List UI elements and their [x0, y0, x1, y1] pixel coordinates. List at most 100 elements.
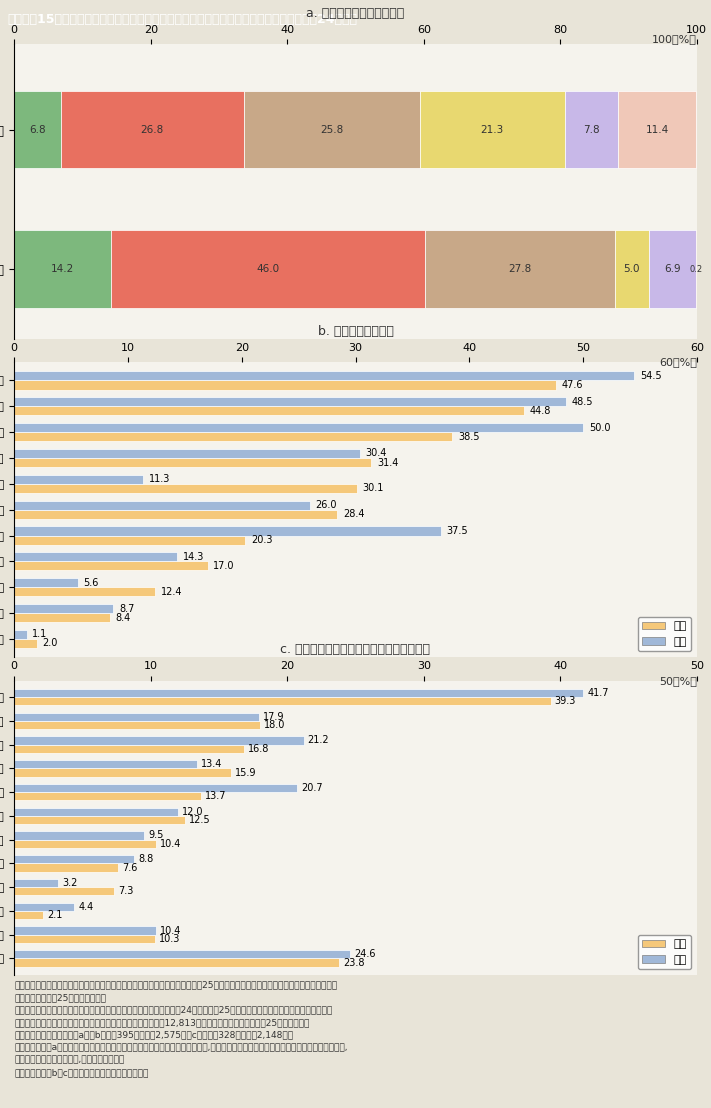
Bar [14, 562, 208, 571]
Bar [14, 639, 37, 648]
Text: 14.2: 14.2 [51, 264, 75, 274]
Text: 27.8: 27.8 [508, 264, 532, 274]
Text: 10.3: 10.3 [159, 934, 181, 944]
Text: 100（%）: 100（%） [652, 34, 697, 44]
Bar [14, 888, 114, 895]
Bar [425, 230, 615, 308]
Text: 60（%）: 60（%） [659, 357, 697, 367]
Text: 26.0: 26.0 [316, 500, 337, 510]
Text: 47.6: 47.6 [562, 380, 583, 390]
Text: 7.8: 7.8 [583, 124, 600, 134]
Legend: 女性, 男性: 女性, 男性 [638, 617, 691, 652]
Bar [14, 613, 109, 622]
Text: 16.8: 16.8 [247, 743, 269, 753]
Text: 18.0: 18.0 [264, 720, 285, 730]
Bar [14, 587, 155, 596]
Text: 17.9: 17.9 [262, 711, 284, 721]
Text: 14.3: 14.3 [183, 552, 204, 562]
Bar [14, 863, 118, 872]
Text: 21.3: 21.3 [481, 124, 504, 134]
Bar [615, 230, 649, 308]
Bar [14, 903, 74, 911]
Text: 37.5: 37.5 [447, 526, 468, 536]
Bar [14, 831, 144, 840]
Text: 5.0: 5.0 [624, 264, 640, 274]
Text: 3.2: 3.2 [62, 878, 77, 888]
Bar [14, 629, 27, 639]
Text: 20.3: 20.3 [251, 535, 272, 545]
Bar [14, 432, 452, 441]
Text: 41.7: 41.7 [587, 688, 609, 698]
Bar [696, 230, 697, 308]
Text: 8.4: 8.4 [115, 613, 131, 623]
Bar [14, 501, 310, 510]
Legend: 会社や団体の常勤役員, 正社員・職員（管理職）, 正社員・職員（管理職以外）, 非正社員, 専業主婦・主夫, その他: 会社や団体の常勤役員, 正社員・職員（管理職）, 正社員・職員（管理職以外）, … [208, 550, 503, 584]
Bar [14, 423, 583, 432]
Bar [14, 526, 441, 535]
Bar [14, 578, 78, 587]
Bar [14, 398, 566, 407]
Text: 13.7: 13.7 [205, 791, 227, 801]
Bar [14, 604, 113, 613]
Text: 30.1: 30.1 [363, 483, 384, 493]
Text: 20.7: 20.7 [301, 783, 323, 793]
Text: 7.6: 7.6 [122, 862, 137, 873]
Bar [14, 407, 524, 416]
Text: Ｉ－特－15図　起業者の開業直前の職業，開業動機，開業時の支援ニーズ（男女別，平成24年度）: Ｉ－特－15図 起業者の開業直前の職業，開業動機，開業時の支援ニーズ（男女別，平… [7, 13, 357, 25]
Text: 8.8: 8.8 [139, 854, 154, 864]
Text: 38.5: 38.5 [458, 432, 479, 442]
Bar [419, 91, 565, 168]
Bar [14, 737, 304, 745]
Bar [619, 91, 696, 168]
Text: 10.4: 10.4 [160, 925, 182, 935]
Bar [14, 783, 296, 792]
Text: 1.1: 1.1 [33, 629, 48, 639]
Bar [14, 449, 360, 458]
Legend: 女性, 男性: 女性, 男性 [638, 935, 691, 970]
Bar [14, 840, 156, 848]
Bar [14, 792, 201, 800]
Bar [14, 745, 244, 753]
Bar [60, 91, 244, 168]
Text: （備考）１．株式会社日本政策金融公庫総合研究所「女性起業家の開業〜平成25年度新規開業実態調査（特別調査）の結果から〜」
　　　　　（平成25年）より作成。
　: （備考）１．株式会社日本政策金融公庫総合研究所「女性起業家の開業〜平成25年度新… [14, 981, 348, 1077]
Text: 8.7: 8.7 [119, 604, 134, 614]
Text: 11.3: 11.3 [149, 474, 170, 484]
Text: 13.4: 13.4 [201, 759, 223, 769]
Bar [14, 911, 43, 920]
Title: a. 起業者の開業直前の職業: a. 起業者の開業直前の職業 [306, 7, 405, 20]
Bar [14, 380, 556, 390]
Text: 2.0: 2.0 [43, 638, 58, 648]
Bar [14, 689, 584, 697]
Bar [14, 458, 371, 468]
Text: 10.4: 10.4 [160, 839, 182, 849]
Text: 9.5: 9.5 [148, 831, 164, 841]
Bar [244, 91, 419, 168]
Bar [14, 935, 155, 943]
Text: 24.6: 24.6 [354, 950, 375, 960]
Text: 7.3: 7.3 [118, 886, 134, 896]
Bar [14, 475, 143, 484]
Text: 12.4: 12.4 [161, 587, 183, 597]
Bar [14, 879, 58, 888]
Text: 39.3: 39.3 [555, 696, 576, 706]
Bar [14, 768, 231, 777]
Bar [14, 484, 357, 493]
Text: 17.0: 17.0 [213, 561, 235, 571]
Title: c. 開業時にあったらよかったと思う支援策: c. 開業時にあったらよかったと思う支援策 [281, 643, 430, 656]
Text: 12.0: 12.0 [182, 807, 203, 817]
Bar [14, 535, 245, 544]
Text: 30.4: 30.4 [365, 449, 387, 459]
Bar [14, 808, 178, 815]
Text: 6.8: 6.8 [29, 124, 46, 134]
Text: 48.5: 48.5 [572, 397, 593, 407]
Bar [14, 958, 339, 966]
Bar [14, 510, 337, 519]
Bar [14, 721, 260, 729]
Bar [14, 712, 259, 721]
Bar [649, 230, 696, 308]
Text: 44.8: 44.8 [530, 406, 551, 416]
Text: 15.9: 15.9 [235, 768, 257, 778]
Text: 54.5: 54.5 [640, 371, 661, 381]
Text: 50（%）: 50（%） [659, 676, 697, 686]
Bar [565, 91, 619, 168]
